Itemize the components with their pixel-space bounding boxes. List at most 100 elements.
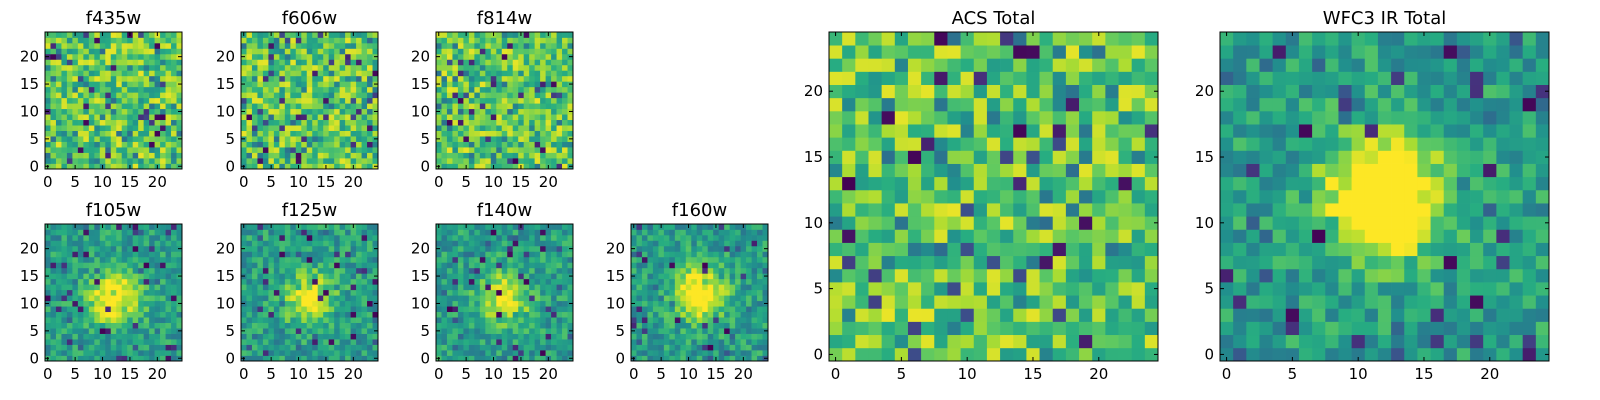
heatmap-cell xyxy=(485,311,492,318)
heatmap-cell xyxy=(490,256,497,263)
heatmap-cell xyxy=(149,322,155,329)
heatmap-cell xyxy=(121,306,128,313)
heatmap-cell xyxy=(154,70,161,77)
x-tick-label: 0 xyxy=(239,365,249,383)
heatmap-cell xyxy=(436,278,442,285)
heatmap-cell xyxy=(350,251,357,258)
heatmap-cell xyxy=(551,311,557,318)
heatmap-cell xyxy=(94,245,101,252)
heatmap-cell xyxy=(751,322,758,329)
heatmap-cell xyxy=(707,240,714,247)
heatmap-cell xyxy=(171,350,177,356)
heatmap-cell xyxy=(241,344,247,351)
y-tick-label: 15 xyxy=(216,267,235,285)
heatmap-cell xyxy=(154,42,161,49)
heatmap-cell xyxy=(350,125,357,131)
heatmap-cell xyxy=(534,234,541,241)
heatmap-cell xyxy=(262,355,269,362)
heatmap-cell xyxy=(881,216,896,230)
heatmap-cell xyxy=(312,48,319,55)
heatmap-cell xyxy=(702,333,709,340)
heatmap-cell xyxy=(295,37,302,44)
heatmap-cell xyxy=(83,245,90,252)
heatmap-cell xyxy=(301,328,308,334)
heatmap-cell xyxy=(685,273,692,280)
heatmap-cell xyxy=(685,251,692,258)
heatmap-cell xyxy=(262,86,269,93)
heatmap-cell xyxy=(973,308,988,322)
heatmap-cell xyxy=(290,75,297,82)
heatmap-cell xyxy=(55,229,62,236)
heatmap-cell xyxy=(740,300,747,307)
heatmap-cell xyxy=(149,234,155,241)
heatmap-cell xyxy=(165,317,172,323)
heatmap-cell xyxy=(143,234,150,241)
heatmap-cell xyxy=(512,37,519,44)
heatmap-cell xyxy=(457,234,464,241)
heatmap-cell xyxy=(312,284,319,291)
heatmap-cell xyxy=(94,355,101,362)
heatmap-cell xyxy=(485,53,492,60)
heatmap-cell xyxy=(105,119,112,126)
heatmap-cell xyxy=(545,152,552,159)
heatmap-cell xyxy=(685,300,692,307)
heatmap-cell xyxy=(556,48,563,55)
heatmap-cell xyxy=(562,224,568,230)
heatmap-cell xyxy=(452,289,459,296)
heatmap-cell xyxy=(72,311,79,318)
heatmap-cell xyxy=(301,108,308,115)
heatmap-cell xyxy=(713,273,720,280)
heatmap-cell xyxy=(468,114,475,121)
heatmap-cell xyxy=(729,284,736,291)
heatmap-cell xyxy=(110,158,117,164)
heatmap-cell xyxy=(452,300,459,307)
heatmap-cell xyxy=(1092,163,1106,178)
heatmap-cell xyxy=(127,306,134,313)
heatmap-cell xyxy=(718,256,725,263)
heatmap-cell xyxy=(99,284,106,291)
heatmap-cell xyxy=(317,37,324,44)
heatmap-cell xyxy=(680,306,687,313)
heatmap-cell xyxy=(1026,255,1040,270)
heatmap-cell xyxy=(72,262,79,269)
heatmap-cell xyxy=(934,203,948,217)
heatmap-cell xyxy=(490,42,497,49)
heatmap-cell xyxy=(562,163,568,170)
heatmap-cell xyxy=(72,339,79,345)
heatmap-cell xyxy=(290,229,297,236)
heatmap-cell xyxy=(855,229,869,243)
heatmap-cell xyxy=(83,284,90,291)
heatmap-cell xyxy=(490,125,497,131)
heatmap-cell xyxy=(306,152,313,159)
heatmap-cell xyxy=(986,321,1001,336)
heatmap-cell xyxy=(138,141,144,148)
heatmap-cell xyxy=(518,158,525,164)
heatmap-cell xyxy=(45,267,51,274)
heatmap-cell xyxy=(268,130,275,137)
heatmap-cell xyxy=(345,59,351,66)
heatmap-cell xyxy=(468,42,475,49)
heatmap-cell xyxy=(317,339,324,345)
heatmap-cell xyxy=(1065,242,1080,257)
heatmap-cell xyxy=(45,317,51,323)
heatmap-cell xyxy=(501,92,508,99)
heatmap-cell xyxy=(290,70,297,77)
heatmap-cell xyxy=(496,141,503,148)
heatmap-cell xyxy=(154,64,161,71)
heatmap-cell xyxy=(94,317,101,323)
heatmap-cell xyxy=(658,273,665,280)
heatmap-cell xyxy=(718,306,725,313)
heatmap-cell xyxy=(446,136,453,142)
heatmap-cell xyxy=(273,53,280,60)
heatmap-cell xyxy=(149,163,155,170)
heatmap-cell xyxy=(361,97,368,104)
heatmap-cell xyxy=(474,311,481,318)
heatmap-cell xyxy=(921,203,935,217)
heatmap-cell xyxy=(356,289,362,296)
heatmap-cell xyxy=(529,256,535,263)
heatmap-cell xyxy=(685,306,692,313)
heatmap-cell xyxy=(301,333,308,340)
heatmap-cell xyxy=(567,42,574,49)
heatmap-cell xyxy=(735,306,741,313)
heatmap-cell xyxy=(121,64,128,71)
